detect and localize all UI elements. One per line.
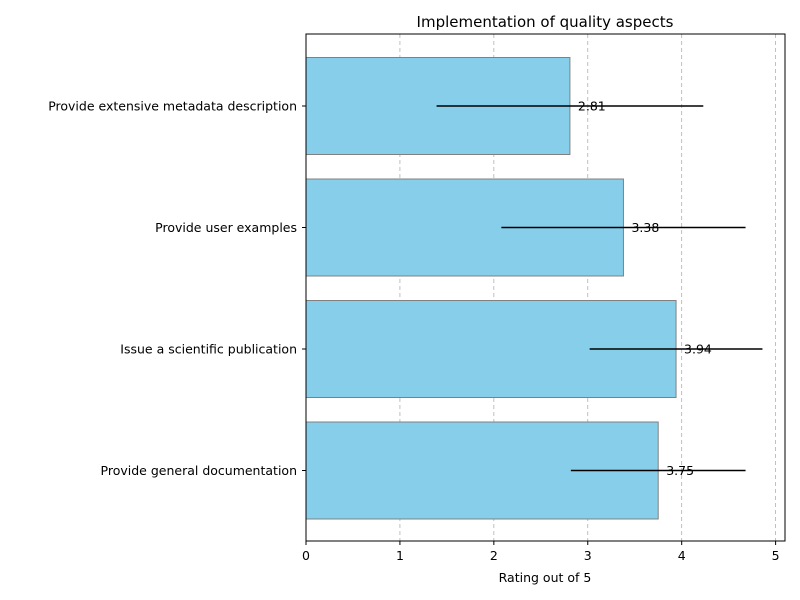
y-axis-categories: Provide extensive metadata description Pr… <box>48 99 306 478</box>
error-bars <box>436 105 763 472</box>
value-label: 3.75 <box>666 463 694 478</box>
value-labels: 2.81 3.38 3.94 3.75 <box>578 99 712 479</box>
x-tick-label: 5 <box>772 548 780 563</box>
chart-title: Implementation of quality aspects <box>417 13 674 31</box>
value-label: 3.38 <box>631 220 659 235</box>
value-label: 3.94 <box>684 342 712 357</box>
y-category-label: Provide extensive metadata description <box>48 99 297 114</box>
y-category-label: Provide user examples <box>155 220 297 235</box>
x-axis-title: Rating out of 5 <box>499 570 592 585</box>
x-tick-label: 0 <box>302 548 310 563</box>
x-tick-label: 4 <box>678 548 686 563</box>
plot-frame <box>305 33 786 542</box>
x-tick-label: 1 <box>396 548 404 563</box>
value-label: 2.81 <box>578 99 606 114</box>
x-tick-label: 2 <box>490 548 498 563</box>
y-category-label: Provide general documentation <box>101 463 297 478</box>
bars <box>305 57 677 520</box>
y-category-label: Issue a scientific publication <box>120 342 297 357</box>
x-axis-ticks: 0 1 2 3 4 5 <box>302 541 780 563</box>
x-tick-label: 3 <box>584 548 592 563</box>
